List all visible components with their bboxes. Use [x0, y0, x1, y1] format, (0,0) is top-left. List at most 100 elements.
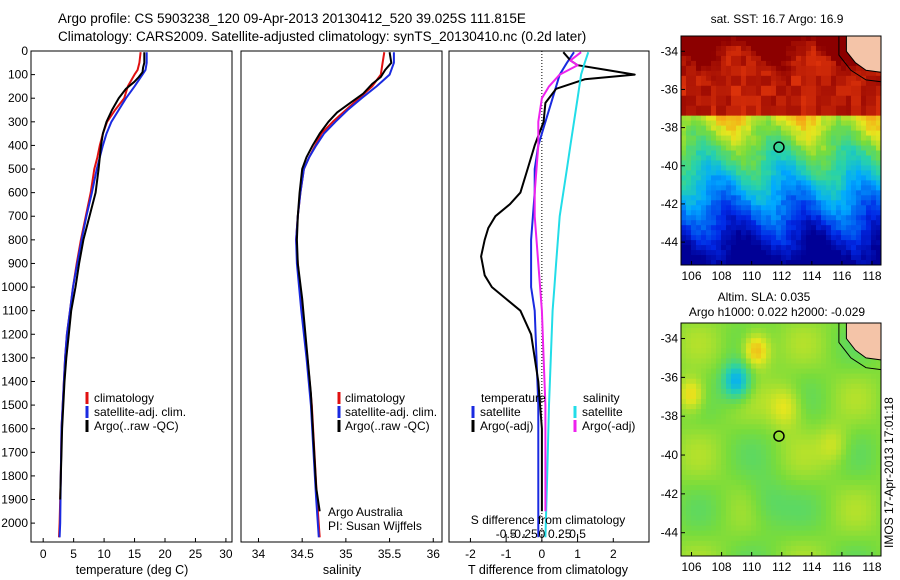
map-cell	[801, 459, 807, 466]
map-cell	[696, 70, 702, 77]
map-cell	[856, 398, 862, 405]
map-cell	[741, 545, 747, 552]
map-cell	[701, 120, 707, 127]
map-cell	[731, 85, 737, 92]
map-cell	[681, 388, 687, 395]
map-cell	[856, 160, 862, 166]
map-cell	[761, 55, 767, 62]
map-cell	[751, 338, 757, 344]
map-cell	[866, 510, 872, 516]
map-cell	[791, 230, 797, 236]
map-cell	[861, 215, 867, 221]
map-cell	[801, 323, 807, 329]
s-tick-label: -0.25	[510, 527, 538, 541]
map-cell	[741, 240, 747, 246]
map-cell	[876, 419, 882, 425]
map-cell	[791, 250, 797, 256]
map-cell	[716, 429, 722, 435]
map-cell	[751, 85, 757, 92]
map-cell	[781, 60, 787, 67]
map-cell	[796, 353, 802, 359]
map-cell	[756, 40, 762, 47]
map-cell	[851, 383, 857, 390]
map-cell	[756, 175, 762, 181]
map-cell	[736, 220, 742, 226]
map-cell	[721, 505, 727, 511]
lat-tick-label: -42	[661, 487, 679, 501]
map-cell	[751, 180, 757, 186]
map-cell	[681, 160, 687, 166]
map-cell	[771, 424, 777, 430]
map-cell	[821, 110, 827, 117]
map-cell	[831, 348, 837, 354]
map-cell	[801, 485, 807, 491]
map-cell	[746, 105, 752, 112]
map-cell	[716, 474, 722, 481]
map-cell	[836, 449, 842, 456]
map-cell	[866, 525, 872, 532]
map-cell	[736, 155, 742, 161]
map-cell	[691, 439, 697, 445]
map-cell	[731, 215, 737, 221]
map-cell	[701, 429, 707, 435]
map-cell	[701, 363, 707, 369]
map-cell	[841, 540, 847, 547]
map-cell	[766, 383, 772, 390]
map-cell	[871, 210, 877, 216]
map-cell	[781, 115, 787, 122]
map-cell	[731, 474, 737, 481]
map-cell	[871, 225, 877, 231]
map-cell	[696, 520, 702, 527]
map-cell	[831, 480, 837, 486]
map-cell	[871, 135, 877, 141]
lon-tick-label: 106	[682, 269, 702, 283]
map-cell	[681, 250, 687, 256]
map-cell	[821, 150, 827, 156]
map-cell	[856, 550, 862, 557]
map-cell	[806, 150, 812, 156]
map-cell	[811, 190, 817, 196]
map-cell	[761, 95, 767, 102]
map-cell	[791, 409, 797, 415]
map-cell	[686, 469, 692, 476]
map-cell	[781, 45, 787, 52]
map-cell	[736, 180, 742, 186]
map-cell	[721, 135, 727, 141]
map-cell	[761, 525, 767, 532]
map-cell	[861, 500, 867, 506]
map-cell	[711, 343, 717, 349]
map-cell	[796, 185, 802, 191]
map-cell	[801, 120, 807, 127]
map-cell	[836, 459, 842, 466]
map-cell	[716, 439, 722, 445]
map-cell	[801, 383, 807, 390]
map-cell	[771, 530, 777, 537]
map-cell	[806, 215, 812, 221]
map-cell	[711, 535, 717, 542]
map-cell	[681, 495, 687, 501]
map-cell	[686, 449, 692, 456]
map-cell	[786, 255, 792, 261]
map-cell	[826, 235, 832, 241]
map-cell	[861, 260, 867, 266]
map-cell	[681, 515, 687, 521]
map-cell	[821, 434, 827, 440]
map-cell	[721, 333, 727, 339]
map-cell	[836, 215, 842, 221]
map-cell	[836, 75, 842, 82]
map-cell	[861, 140, 867, 146]
map-cell	[711, 170, 717, 176]
map-cell	[801, 414, 807, 420]
map-cell	[756, 363, 762, 369]
map-cell	[736, 170, 742, 176]
map-cell	[811, 165, 817, 171]
map-cell	[851, 180, 857, 186]
map-cell	[831, 235, 837, 241]
map-cell	[711, 65, 717, 72]
map-cell	[716, 210, 722, 216]
map-cell	[741, 490, 747, 496]
map-cell	[746, 210, 752, 216]
map-cell	[701, 175, 707, 181]
map-cell	[821, 130, 827, 136]
map-cell	[806, 115, 812, 122]
